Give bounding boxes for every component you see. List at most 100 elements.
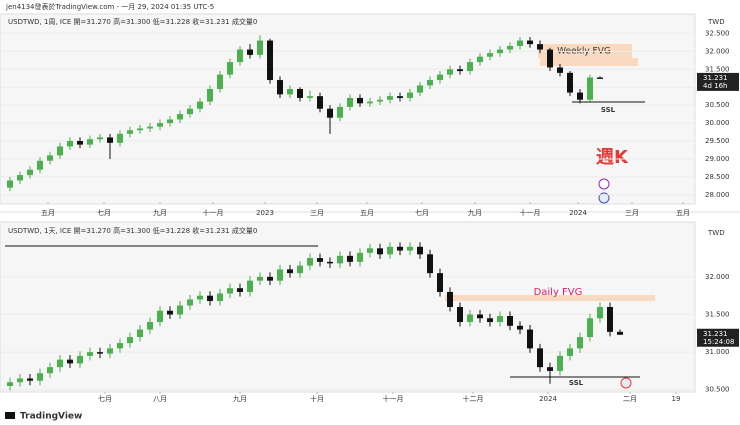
- footer: TradingView: [20, 412, 82, 422]
- candle-body: [367, 248, 373, 253]
- candle-body: [387, 96, 393, 100]
- x-tick-label: 五月: [360, 209, 374, 217]
- candle-body: [377, 99, 383, 102]
- annotation: SSL: [569, 379, 584, 387]
- candle-body: [467, 314, 473, 323]
- candle-body: [607, 306, 613, 332]
- candle-body: [97, 137, 103, 140]
- fvg-zone: [445, 295, 655, 301]
- candle-body: [417, 85, 423, 93]
- candle-body: [137, 128, 143, 131]
- candle-body: [47, 155, 53, 161]
- candle-body: [167, 310, 173, 315]
- y-tick-label: 30.000: [705, 119, 730, 127]
- candle-body: [597, 77, 603, 79]
- y-tick-label: 31.000: [705, 348, 730, 356]
- y-tick-label: 32.000: [705, 47, 730, 55]
- candle-body: [247, 280, 253, 292]
- candle-body: [497, 316, 503, 323]
- candle-body: [127, 130, 133, 134]
- candle-body: [127, 337, 133, 344]
- candle-body: [17, 175, 23, 181]
- candle-body: [497, 49, 503, 54]
- candle-body: [507, 45, 513, 50]
- candle-body: [217, 293, 223, 301]
- daily-panel: [0, 221, 696, 393]
- candle-body: [137, 329, 143, 338]
- annotation: Daily FVG: [534, 287, 583, 298]
- candle-body: [447, 69, 453, 75]
- header: jen4134發表於TradingView.com - 一月 29, 2024 …: [5, 2, 214, 11]
- x-tick-label: 九月: [233, 394, 247, 403]
- candle-body: [297, 88, 303, 98]
- candle-body: [37, 373, 43, 381]
- candle-body: [187, 108, 193, 115]
- candle-body: [577, 337, 583, 349]
- candle-body: [227, 62, 233, 75]
- candle-body: [177, 305, 183, 315]
- price-label: 31.231: [703, 74, 728, 82]
- annotation: 週K: [596, 147, 629, 168]
- candle-body: [217, 74, 223, 89]
- candle-body: [67, 359, 73, 364]
- candle-body: [407, 246, 413, 251]
- candle-body: [317, 96, 323, 109]
- candle-body: [357, 252, 363, 262]
- candle-body: [537, 348, 543, 368]
- y-tick-label: 28.500: [705, 173, 730, 181]
- y-tick-label: 29.500: [705, 137, 730, 145]
- candle-body: [107, 137, 113, 143]
- candle-body: [557, 67, 563, 73]
- x-tick-label: 三月: [625, 209, 639, 217]
- candle-body: [587, 77, 593, 100]
- candle-body: [97, 352, 103, 354]
- fvg-zone: [540, 58, 638, 66]
- candle-body: [457, 69, 463, 72]
- candle-body: [307, 258, 313, 266]
- candle-body: [107, 348, 113, 354]
- x-tick-label: 十二月: [463, 394, 484, 403]
- candle-body: [427, 80, 433, 86]
- x-tick-label: 八月: [153, 395, 167, 403]
- candle-body: [507, 316, 513, 326]
- icon: [598, 192, 610, 204]
- candle-body: [237, 49, 243, 63]
- candle-body: [27, 378, 33, 381]
- candle-body: [327, 261, 333, 264]
- candle-body: [87, 139, 93, 145]
- candle-body: [457, 306, 463, 323]
- x-tick-label: 十月: [310, 394, 324, 403]
- candle-body: [567, 348, 573, 356]
- candle-body: [327, 108, 333, 118]
- candle-body: [517, 325, 523, 330]
- candle-body: [67, 141, 73, 147]
- candle-body: [397, 96, 403, 98]
- countdown: 4d 16h: [703, 82, 727, 90]
- candle-body: [347, 255, 353, 262]
- candle-body: [177, 114, 183, 120]
- candle-body: [247, 49, 253, 55]
- candle-body: [187, 299, 193, 306]
- candle-body: [37, 160, 43, 170]
- candle-body: [517, 40, 523, 46]
- candle-body: [617, 331, 623, 335]
- candle-body: [437, 273, 443, 292]
- x-tick-label: 2023: [256, 209, 274, 217]
- candle-body: [87, 352, 93, 356]
- candle-body: [47, 367, 53, 374]
- candle-body: [7, 180, 13, 188]
- annotation: SSL: [601, 106, 616, 114]
- candle-body: [527, 40, 533, 45]
- candle-body: [257, 276, 263, 281]
- candle-body: [417, 246, 423, 255]
- candle-body: [447, 291, 453, 307]
- candle-body: [477, 314, 483, 319]
- x-tick-label: 五月: [41, 209, 55, 217]
- x-tick-label: 三月: [310, 209, 324, 217]
- candle-body: [57, 146, 63, 156]
- candle-body: [427, 254, 433, 274]
- x-tick-label: 七月: [97, 208, 111, 217]
- icon: [598, 178, 610, 190]
- candle-body: [307, 96, 313, 98]
- candle-body: [77, 355, 83, 364]
